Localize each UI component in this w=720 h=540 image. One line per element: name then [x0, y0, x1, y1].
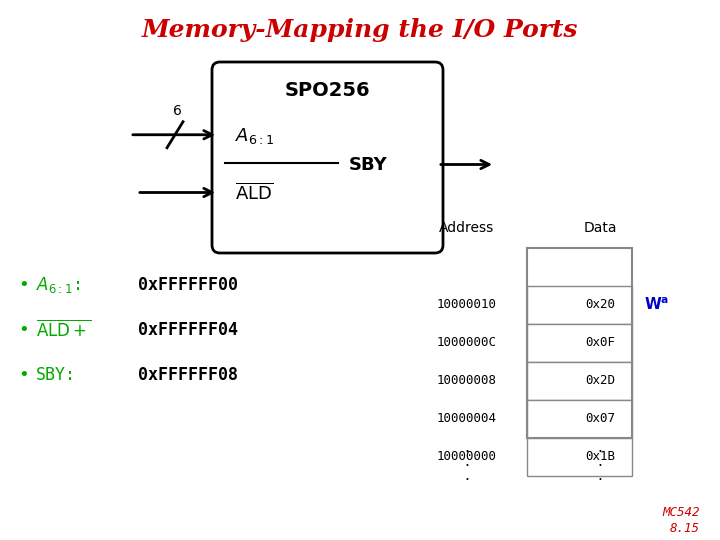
- Text: MC542: MC542: [662, 505, 700, 518]
- Text: •: •: [18, 321, 29, 339]
- Text: SPO256: SPO256: [284, 80, 370, 99]
- Bar: [527, 400, 632, 438]
- Text: •: •: [18, 366, 29, 384]
- Text: .: .: [598, 469, 603, 483]
- Text: $\overline{\mathrm{ALD}}$: $\overline{\mathrm{ALD}}$: [235, 182, 273, 203]
- Text: 1000000C: 1000000C: [437, 336, 497, 349]
- Text: $A_{6:1}$: $A_{6:1}$: [235, 126, 274, 146]
- Text: 0xFFFFFF08: 0xFFFFFF08: [138, 366, 238, 384]
- Text: Memory-Mapping the I/O Ports: Memory-Mapping the I/O Ports: [142, 18, 578, 42]
- Text: .: .: [464, 455, 469, 469]
- Text: .: .: [464, 469, 469, 483]
- Text: SBY:: SBY:: [36, 366, 76, 384]
- Text: 0x2D: 0x2D: [585, 375, 615, 388]
- Text: $A_{6:1}$:: $A_{6:1}$:: [36, 275, 80, 295]
- Text: 10000004: 10000004: [437, 413, 497, 426]
- Text: 0xFFFFFF00: 0xFFFFFF00: [138, 276, 238, 294]
- Text: 0x1B: 0x1B: [585, 450, 615, 463]
- Text: 8.15: 8.15: [670, 522, 700, 535]
- Text: Data: Data: [583, 221, 617, 235]
- Text: .: .: [464, 441, 469, 456]
- Bar: [527, 362, 632, 400]
- Text: $\overline{\mathrm{ALD+}}$: $\overline{\mathrm{ALD+}}$: [36, 320, 92, 341]
- Text: •: •: [18, 276, 29, 294]
- Text: 0x0F: 0x0F: [585, 336, 615, 349]
- Text: 0x07: 0x07: [585, 413, 615, 426]
- Text: 10000008: 10000008: [437, 375, 497, 388]
- Text: .: .: [598, 441, 603, 456]
- Text: 10000010: 10000010: [437, 299, 497, 312]
- Bar: [527, 248, 632, 438]
- Bar: [527, 324, 632, 362]
- Text: Address: Address: [439, 221, 495, 235]
- Text: SBY: SBY: [349, 156, 388, 173]
- Text: $\mathbf{W}^{\mathbf{a}}$: $\mathbf{W}^{\mathbf{a}}$: [644, 296, 670, 313]
- Text: 10000000: 10000000: [437, 450, 497, 463]
- Text: 0x20: 0x20: [585, 299, 615, 312]
- Text: .: .: [598, 455, 603, 469]
- Bar: [527, 438, 632, 476]
- Bar: [527, 286, 632, 324]
- Text: 0xFFFFFF04: 0xFFFFFF04: [138, 321, 238, 339]
- FancyBboxPatch shape: [212, 62, 443, 253]
- Text: 6: 6: [173, 104, 181, 118]
